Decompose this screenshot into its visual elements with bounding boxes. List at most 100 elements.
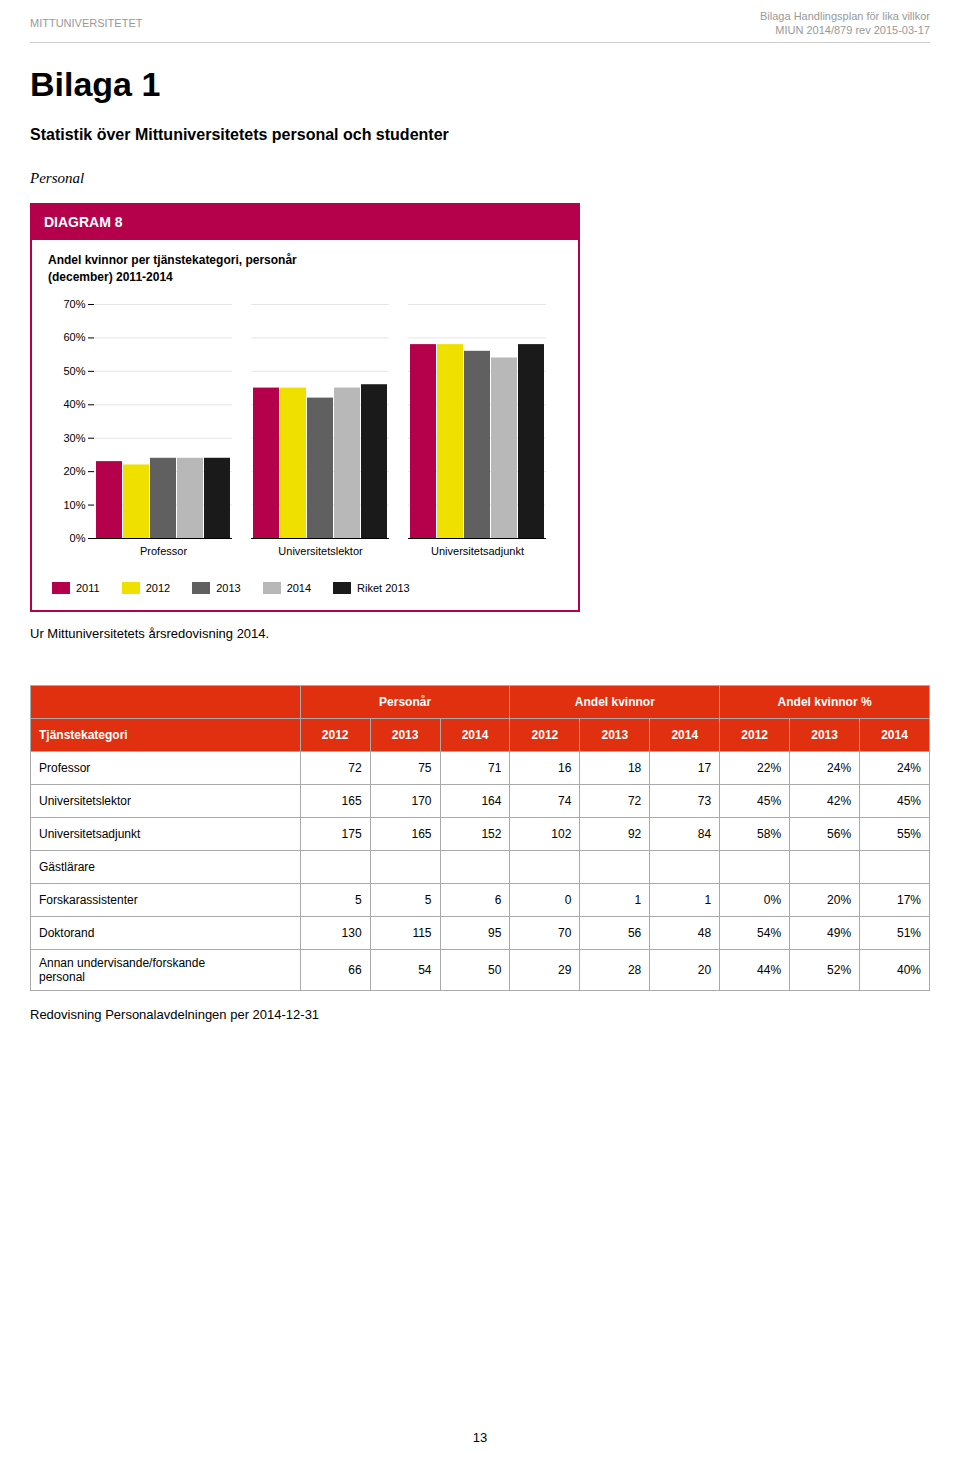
html-text:1: 1 — [634, 892, 642, 907]
html-text:28: 28 — [627, 962, 642, 977]
svg-text:50%: 50% — [63, 364, 85, 376]
html-text:70: 70 — [558, 925, 572, 940]
html-text:13: 13 — [472, 1430, 488, 1445]
html-text:165: 165 — [341, 793, 362, 808]
svg-text:60%: 60% — [63, 331, 85, 343]
html-text:0: 0 — [564, 892, 572, 907]
html-text:Bilaga 1: Bilaga 1 — [30, 65, 161, 103]
html-text:66: 66 — [348, 962, 362, 977]
html-text:Tjänstekategori: Tjänstekategori — [39, 727, 128, 742]
html-text:6: 6 — [494, 892, 502, 907]
html-text:51%: 51% — [897, 925, 921, 940]
html-text:20: 20 — [697, 962, 712, 977]
html-text:Professor: Professor — [39, 760, 91, 775]
html-text:44%: 44% — [757, 962, 782, 977]
html-text:56%: 56% — [827, 826, 852, 841]
html-text:Statistik över Mittuniversitet: Statistik över Mittuniversitetets person… — [30, 126, 449, 143]
html-text:175: 175 — [341, 826, 362, 841]
html-text:Andel kvinnor per tjänstekateg: Andel kvinnor per tjänstekategori, perso… — [48, 253, 297, 284]
html-text:72: 72 — [627, 793, 642, 808]
html-text:40%: 40% — [897, 962, 921, 977]
html-text:2012: 2012 — [531, 727, 559, 742]
html-text:20%: 20% — [827, 892, 852, 907]
html-text:50: 50 — [488, 962, 502, 977]
html-text:Andel kvinnor %: Andel kvinnor % — [777, 694, 872, 709]
svg-text:Universitetslektor: Universitetslektor — [278, 545, 363, 557]
html-text:22%: 22% — [757, 760, 782, 775]
html-text:165: 165 — [411, 826, 432, 841]
html-text:74: 74 — [558, 793, 572, 808]
html-text:Gästlärare: Gästlärare — [39, 859, 95, 874]
html-text:5: 5 — [354, 892, 362, 907]
svg-text:70%: 70% — [63, 298, 85, 310]
html-text:84: 84 — [697, 826, 712, 841]
html-text:45%: 45% — [757, 793, 782, 808]
html-text:73: 73 — [697, 793, 712, 808]
html-text:56: 56 — [627, 925, 642, 940]
html-text:72: 72 — [348, 760, 362, 775]
html-text:16: 16 — [558, 760, 572, 775]
html-text:2011: 2011 — [76, 581, 100, 594]
html-text:Andel kvinnor: Andel kvinnor — [574, 694, 655, 709]
html-text:55%: 55% — [897, 826, 921, 841]
html-text:2013: 2013 — [601, 727, 629, 742]
html-text:2014: 2014 — [671, 727, 699, 742]
html-text:152: 152 — [481, 826, 502, 841]
html-text:75: 75 — [418, 760, 432, 775]
html-text:42%: 42% — [827, 793, 852, 808]
html-text:92: 92 — [627, 826, 642, 841]
html-text:Redovisning Personalavdelninge: Redovisning Personalavdelningen per 2014… — [30, 1006, 320, 1022]
html-text:2013: 2013 — [391, 727, 419, 742]
html-text:49%: 49% — [827, 925, 852, 940]
html-text:24%: 24% — [897, 760, 921, 775]
svg-text:Professor: Professor — [140, 545, 187, 557]
html-text:2012: 2012 — [741, 727, 768, 742]
html-text:Ur Mittuniversitetets årsredov: Ur Mittuniversitetets årsredovisning 201… — [30, 625, 270, 641]
html-text:0%: 0% — [763, 892, 782, 907]
html-text:130: 130 — [341, 925, 362, 940]
html-text:17: 17 — [697, 760, 712, 775]
svg-text:40%: 40% — [63, 398, 85, 410]
svg-text:0%: 0% — [70, 532, 86, 544]
svg-text:10%: 10% — [63, 498, 85, 510]
html-text:Universitetsadjunkt: Universitetsadjunkt — [39, 826, 141, 841]
html-text:115: 115 — [412, 925, 432, 940]
html-text:48: 48 — [697, 925, 712, 940]
html-text:Riket 2013: Riket 2013 — [357, 581, 410, 594]
html-text:2012: 2012 — [145, 581, 171, 594]
html-text:MIUN 2014/879 rev 2015-03-17: MIUN 2014/879 rev 2015-03-17 — [775, 24, 930, 36]
html-text:2014: 2014 — [461, 727, 489, 742]
html-text:Personår: Personår — [379, 694, 432, 709]
html-text:95: 95 — [488, 925, 502, 940]
html-text:54: 54 — [418, 962, 432, 977]
html-text:170: 170 — [411, 793, 432, 808]
html-text:102: 102 — [551, 826, 572, 841]
html-text:Bilaga Handlingsplan för lika: Bilaga Handlingsplan för lika villkor — [760, 9, 930, 22]
html-text:52%: 52% — [827, 962, 852, 977]
svg-text:20%: 20% — [63, 465, 85, 477]
html-text:17%: 17% — [897, 892, 921, 907]
html-text:2014: 2014 — [881, 727, 908, 742]
html-text:45%: 45% — [897, 793, 921, 808]
html-text:71: 71 — [488, 760, 502, 775]
html-text:2013: 2013 — [216, 581, 241, 594]
html-text:2014: 2014 — [286, 581, 312, 594]
html-text:MITTUNIVERSITETET: MITTUNIVERSITETET — [30, 17, 143, 29]
svg-text:30%: 30% — [63, 431, 85, 443]
html-text:DIAGRAM 8: DIAGRAM 8 — [44, 214, 123, 230]
html-text:Doktorand: Doktorand — [39, 925, 95, 940]
html-text:54%: 54% — [757, 925, 782, 940]
html-text:5: 5 — [424, 892, 432, 907]
html-text:164: 164 — [481, 793, 502, 808]
html-text:Forskarassistenter: Forskarassistenter — [39, 892, 138, 907]
html-text:Personal: Personal — [30, 170, 85, 186]
html-text:2013: 2013 — [811, 727, 838, 742]
html-text:58%: 58% — [757, 826, 782, 841]
html-text:29: 29 — [558, 962, 572, 977]
html-text:18: 18 — [627, 760, 642, 775]
html-text:Universitetslektor: Universitetslektor — [39, 793, 131, 808]
html-text:Annan undervisande/forskande p: Annan undervisande/forskande personal — [39, 955, 206, 984]
html-text:2012: 2012 — [321, 727, 349, 742]
svg-text:Universitetsadjunkt: Universitetsadjunkt — [431, 545, 524, 557]
html-text:24%: 24% — [827, 760, 852, 775]
